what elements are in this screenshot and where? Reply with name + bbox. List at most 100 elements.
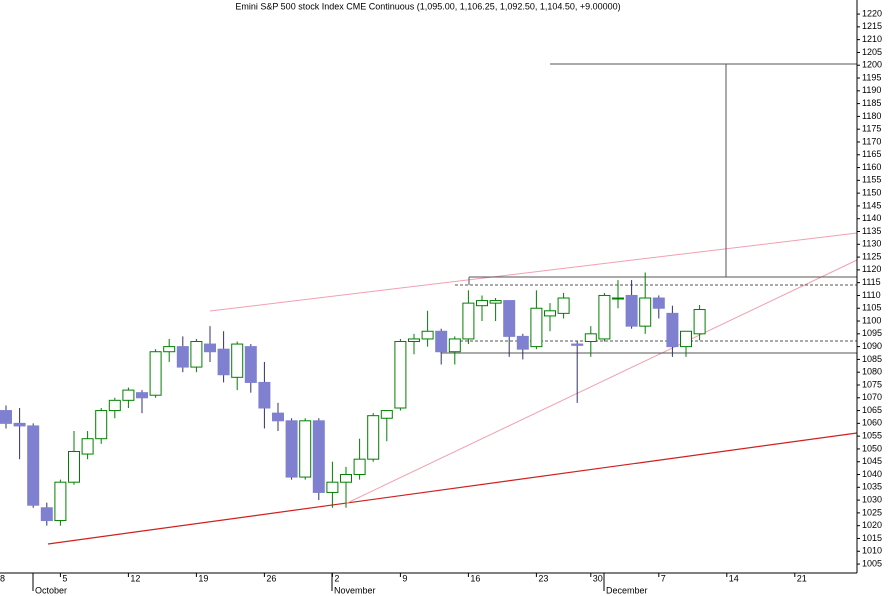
candle-body [666,312,679,348]
y-tick-label: 1105 [862,303,881,313]
y-tick-label: 1140 [862,213,881,223]
candle-body [408,338,420,342]
candle-body [312,420,325,493]
candle-body [516,335,529,350]
y-tick-label: 1045 [862,456,882,466]
month-label: November [334,585,376,595]
month-label: December [606,585,648,595]
candle-body [693,309,706,335]
rising-line [344,259,858,505]
candle-body [136,392,148,399]
y-tick-label: 1100 [862,315,881,325]
candle-body [394,340,407,409]
y-tick-label: 1040 [862,469,882,479]
candle-body [122,389,135,401]
candle-body [625,294,638,327]
y-tick-label: 1030 [862,494,882,504]
x-tick-label: 16 [470,573,480,583]
candle-body [367,415,380,460]
x-tick-label: 26 [266,573,276,583]
x-tick-label: 7 [661,573,666,583]
x-tick-label: 19 [198,573,208,583]
y-tick-label: 1195 [862,72,881,82]
y-tick-label: 1015 [862,533,882,543]
y-tick-label: 1165 [862,149,881,159]
candle-body [435,330,448,353]
drawn-trend-lines [47,63,858,545]
y-tick-label: 1005 [862,558,882,568]
month-label: October [35,585,67,595]
y-tick-label: 1020 [862,520,882,530]
x-tick-label: 9 [402,573,407,583]
candle-body [544,310,556,317]
y-tick-label: 1080 [862,367,882,377]
candle-body [272,412,284,422]
candle-body [503,300,516,337]
candle-body [340,474,352,483]
x-tick-label: 2 [334,573,339,583]
support-line [47,432,858,545]
candle-body [680,330,692,348]
x-tick-label: 12 [130,573,140,583]
candle-body [190,340,203,368]
candle-body [68,450,80,483]
y-tick-label: 1220 [862,8,882,18]
y-tick-label: 1145 [862,200,881,210]
candle-body [163,346,176,353]
candle-body [571,343,584,346]
chart-title: Emini S&P 500 stock Index CME Continuous… [235,1,620,11]
y-tick-label: 1070 [862,392,882,402]
upper-channel-line [209,232,858,312]
candle-body [13,422,26,427]
y-tick-label: 1210 [862,34,882,44]
y-tick-label: 1185 [862,98,881,108]
y-tick-label: 1010 [862,546,882,556]
candle-body [27,425,40,506]
candle-body [462,302,475,340]
candle-body [81,438,94,455]
y-tick-label: 1050 [862,443,882,453]
candle-body [557,297,570,314]
candle-body [244,346,257,383]
candle-body [476,300,488,307]
y-tick-label: 1110 [862,290,881,300]
y-tick-label: 1200 [862,60,882,70]
y-tick-label: 1055 [862,431,882,441]
candle-body [54,481,67,522]
candle-body [639,297,652,327]
y-tick-label: 1160 [862,162,881,172]
y-tick-label: 1125 [862,251,881,261]
y-tick-label: 1170 [862,136,881,146]
x-tick-label: 14 [729,573,739,583]
y-tick-label: 1095 [862,328,882,338]
y-tick-label: 1025 [862,507,882,517]
y-tick-label: 1035 [862,482,882,492]
candle-body [598,294,611,340]
x-tick-label: 21 [797,573,807,583]
candle-body [489,300,502,304]
candle-body [326,481,339,493]
y-tick-label: 1180 [862,111,881,121]
y-tick-label: 1085 [862,354,882,364]
candle-body [40,507,53,522]
candle-body [217,348,230,376]
y-tick-label: 1135 [862,226,881,236]
y-tick-label: 1060 [862,418,882,428]
candle-body [612,297,624,300]
candle-body [95,410,108,440]
y-tick-label: 1090 [862,341,882,351]
candle-body [258,381,271,409]
y-tick-label: 1120 [862,264,881,274]
candle-body [584,333,597,342]
x-tick-label: 23 [538,573,548,583]
candle-body [299,420,312,478]
x-tick-label: 30 [593,573,603,583]
y-tick-label: 1130 [862,239,881,249]
y-tick-label: 1205 [862,47,882,57]
candle-body [380,410,393,419]
candle-body [448,338,461,353]
x-tick-label: 5 [62,573,67,583]
x-tick-label: 8 [0,573,5,583]
candle-body [652,297,665,309]
